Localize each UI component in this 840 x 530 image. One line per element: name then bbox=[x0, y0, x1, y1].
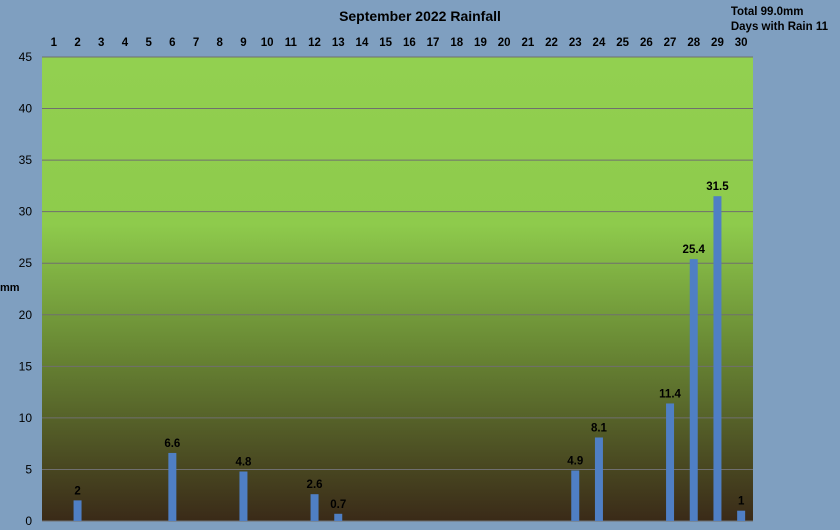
data-label: 4.8 bbox=[235, 457, 252, 469]
y-tick-label: 40 bbox=[19, 102, 33, 116]
x-tick-label: 24 bbox=[593, 37, 606, 49]
bar-day-29 bbox=[713, 196, 722, 521]
data-label: 1 bbox=[738, 496, 745, 508]
x-tick-label: 22 bbox=[545, 37, 558, 49]
bar-day-28 bbox=[689, 259, 698, 521]
bar-day-2 bbox=[73, 500, 82, 521]
total-rainfall: Total 99.0mm bbox=[730, 6, 804, 18]
x-tick-label: 11 bbox=[285, 37, 298, 49]
x-tick-label: 17 bbox=[427, 37, 440, 49]
x-tick-label: 21 bbox=[521, 37, 534, 49]
x-tick-label: 16 bbox=[403, 37, 416, 49]
y-tick-label: 30 bbox=[19, 205, 33, 219]
y-tick-label: 5 bbox=[25, 462, 32, 476]
bar-day-6 bbox=[168, 452, 177, 521]
data-label: 31.5 bbox=[706, 181, 729, 193]
rainfall-summary: Total 99.0mm Days with Rain 11 bbox=[731, 5, 828, 35]
x-tick-label: 29 bbox=[711, 37, 724, 49]
x-tick-label: 7 bbox=[193, 37, 199, 49]
data-label: 11.4 bbox=[659, 388, 681, 400]
data-label: 8.1 bbox=[591, 422, 608, 434]
bar-day-30 bbox=[737, 510, 746, 521]
y-tick-label: 45 bbox=[19, 50, 33, 64]
x-tick-label: 2 bbox=[74, 37, 80, 49]
x-tick-label: 25 bbox=[616, 37, 629, 49]
y-tick-label: 25 bbox=[19, 256, 33, 270]
x-tick-label: 20 bbox=[498, 37, 511, 49]
x-tick-label: 30 bbox=[735, 37, 748, 49]
x-tick-label: 19 bbox=[474, 37, 487, 49]
bar-day-24 bbox=[594, 437, 603, 521]
bar-day-23 bbox=[571, 470, 580, 521]
x-tick-label: 27 bbox=[664, 37, 677, 49]
bar-day-27 bbox=[666, 403, 675, 521]
data-label: 25.4 bbox=[683, 244, 706, 256]
y-tick-label: 35 bbox=[19, 153, 33, 167]
bar-day-13 bbox=[334, 513, 343, 521]
x-tick-label: 12 bbox=[308, 37, 321, 49]
data-label: 4.9 bbox=[567, 455, 583, 467]
data-label: 2 bbox=[74, 485, 80, 497]
x-tick-label: 18 bbox=[450, 37, 463, 49]
x-tick-label: 6 bbox=[169, 37, 175, 49]
x-tick-label: 10 bbox=[261, 37, 274, 49]
y-tick-label: 20 bbox=[19, 308, 33, 322]
data-label: 2.6 bbox=[307, 479, 323, 491]
y-axis-label: mm bbox=[0, 282, 20, 294]
y-tick-label: 15 bbox=[19, 359, 33, 373]
data-label: 6.6 bbox=[164, 438, 180, 450]
plot-background bbox=[42, 57, 753, 521]
y-tick-label: 10 bbox=[19, 411, 33, 425]
x-tick-label: 8 bbox=[217, 37, 224, 49]
data-label: 0.7 bbox=[330, 499, 346, 511]
x-tick-label: 5 bbox=[145, 37, 152, 49]
x-tick-label: 4 bbox=[122, 37, 129, 49]
x-tick-label: 15 bbox=[379, 37, 392, 49]
bar-day-12 bbox=[310, 494, 319, 521]
x-tick-label: 14 bbox=[356, 37, 369, 49]
days-with-rain: Days with Rain 11 bbox=[730, 21, 828, 33]
x-tick-label: 28 bbox=[687, 37, 700, 49]
x-tick-label: 1 bbox=[51, 37, 58, 49]
x-tick-label: 26 bbox=[640, 37, 653, 49]
x-tick-label: 9 bbox=[240, 37, 246, 49]
x-tick-label: 13 bbox=[332, 37, 345, 49]
y-tick-label: 0 bbox=[25, 514, 32, 528]
bar-day-9 bbox=[239, 471, 248, 521]
chart-title: September 2022 Rainfall bbox=[339, 8, 501, 24]
x-tick-label: 3 bbox=[98, 37, 104, 49]
x-tick-label: 23 bbox=[569, 37, 582, 49]
